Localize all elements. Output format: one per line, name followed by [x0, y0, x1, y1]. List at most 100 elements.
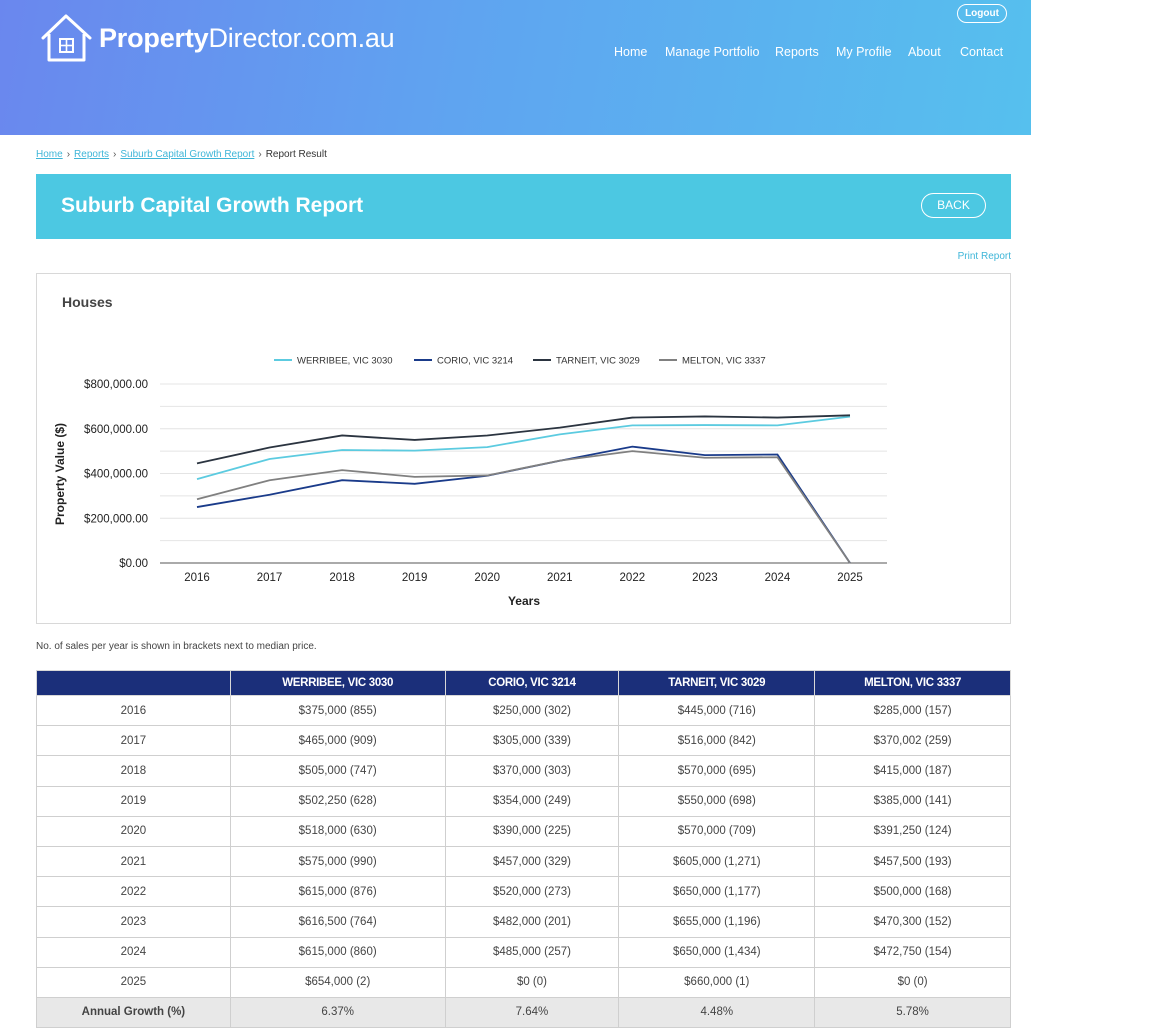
table-cell: $250,000 (302) — [444, 694, 620, 727]
table-cell: 2017 — [36, 725, 231, 757]
table-header-row: WERRIBEE, VIC 3030 CORIO, VIC 3214 TARNE… — [36, 670, 1011, 696]
chart-panel: Houses WERRIBEE, VIC 3030 CORIO, VIC 3214… — [36, 273, 1011, 624]
table-cell: 2019 — [36, 785, 231, 817]
table-cell: $516,000 (842) — [618, 725, 816, 757]
table-cell: 4.48% — [618, 996, 816, 1029]
y-tick-label: $200,000.00 — [84, 513, 148, 525]
line-chart: Houses WERRIBEE, VIC 3030 CORIO, VIC 3214… — [53, 294, 887, 608]
table-cell: Annual Growth (%) — [36, 996, 231, 1029]
table-cell: $375,000 (855) — [229, 694, 446, 727]
breadcrumb-reports[interactable]: Reports — [74, 149, 110, 160]
brand-name: PropertyDirector.com.au — [99, 22, 395, 53]
table-cell: $518,000 (630) — [229, 815, 446, 847]
nav-contact[interactable]: Contact — [960, 45, 1004, 59]
x-tick-label: 2017 — [257, 572, 283, 584]
table-cell: $472,750 (154) — [814, 936, 1011, 968]
table-row: 2017 $465,000 (909) $305,000 (339) $516,000… — [36, 725, 1011, 757]
table-cell: $470,300 (152) — [814, 906, 1011, 938]
table-cell: 2016 — [36, 694, 231, 727]
nav-reports[interactable]: Reports — [775, 45, 819, 59]
table-cell: 2023 — [36, 906, 231, 938]
table-cell: $500,000 (168) — [814, 876, 1011, 908]
x-tick-label: 2016 — [184, 572, 210, 584]
table-cell: $570,000 (695) — [618, 755, 816, 787]
table-cell: $0 (0) — [814, 966, 1011, 998]
y-tick-label: $400,000.00 — [84, 469, 148, 481]
table-cell: $385,000 (141) — [814, 785, 1011, 817]
table-cell: 2021 — [36, 845, 231, 878]
chart-title: Houses — [62, 294, 113, 310]
x-tick-label: 2024 — [765, 572, 791, 584]
table-cell: $502,250 (628) — [229, 785, 446, 817]
table-cell: $445,000 (716) — [618, 694, 816, 727]
x-tick-label: 2020 — [474, 572, 500, 584]
table-cell: $505,000 (747) — [229, 755, 446, 787]
nav-manage-portfolio[interactable]: Manage Portfolio — [665, 45, 760, 59]
x-tick-label: 2022 — [620, 572, 646, 584]
logout-button[interactable]: Logout — [957, 4, 1007, 23]
table-cell: $370,002 (259) — [814, 725, 1011, 757]
table-cell: $305,000 (339) — [444, 725, 620, 757]
nav-home[interactable]: Home — [614, 45, 648, 59]
table-cell: $390,000 (225) — [444, 815, 620, 847]
table-cell: $650,000 (1,434) — [618, 936, 816, 968]
table-cell: $570,000 (709) — [618, 815, 816, 847]
growth-table: WERRIBEE, VIC 3030 CORIO, VIC 3214 TARNE… — [36, 670, 1011, 1029]
breadcrumb-suburb-report[interactable]: Suburb Capital Growth Report — [120, 149, 255, 160]
table-cell: $465,000 (909) — [229, 725, 446, 757]
site-logo[interactable]: PropertyDirector.com.au — [40, 13, 395, 63]
table-cell: 2024 — [36, 936, 231, 968]
x-axis-label: Years — [508, 594, 540, 608]
legend-item[interactable]: MELTON, VIC 3337 — [659, 356, 766, 367]
table-header-cell: MELTON, VIC 3337 — [814, 670, 1011, 696]
table-row: 2024 $615,000 (860) $485,000 (257) $650,000… — [36, 936, 1011, 968]
y-tick-label: $800,000.00 — [84, 379, 148, 391]
y-tick-label: $600,000.00 — [84, 424, 148, 436]
nav-about[interactable]: About — [908, 45, 941, 59]
series-line — [196, 415, 851, 480]
table-cell: $370,000 (303) — [444, 755, 620, 787]
table-cell: $605,000 (1,271) — [618, 845, 816, 878]
x-tick-label: 2018 — [329, 572, 355, 584]
table-cell: 2020 — [36, 815, 231, 847]
table-cell: $575,000 (990) — [229, 845, 446, 878]
legend-item[interactable]: CORIO, VIC 3214 — [414, 356, 513, 367]
chevron-right-icon: › — [113, 149, 117, 160]
table-cell: $520,000 (273) — [444, 876, 620, 908]
site-header: PropertyDirector.com.au Logout Home Mana… — [0, 0, 1031, 135]
table-cell: 2018 — [36, 755, 231, 787]
table-row: 2019 $502,250 (628) $354,000 (249) $550,000… — [36, 785, 1011, 817]
series-line — [196, 445, 851, 564]
table-cell: $482,000 (201) — [444, 906, 620, 938]
table-cell: $655,000 (1,196) — [618, 906, 816, 938]
breadcrumb-home[interactable]: Home — [36, 149, 63, 160]
legend-label: TARNEIT, VIC 3029 — [556, 356, 640, 367]
table-header-cell: WERRIBEE, VIC 3030 — [229, 670, 446, 696]
table-cell: $616,500 (764) — [229, 906, 446, 938]
table-row: 2022 $615,000 (876) $520,000 (273) $650,000… — [36, 876, 1011, 908]
print-report-link[interactable]: Print Report — [957, 251, 1011, 262]
x-tick-label: 2023 — [692, 572, 718, 584]
legend-label: MELTON, VIC 3337 — [682, 356, 766, 367]
table-cell: 6.37% — [229, 996, 446, 1029]
table-cell: $415,000 (187) — [814, 755, 1011, 787]
legend-label: WERRIBEE, VIC 3030 — [297, 356, 393, 367]
table-header-cell — [36, 670, 231, 696]
table-row: 2021 $575,000 (990) $457,000 (329) $605,000… — [36, 845, 1011, 878]
table-cell: $650,000 (1,177) — [618, 876, 816, 908]
back-button[interactable]: BACK — [921, 193, 986, 218]
legend-item[interactable]: TARNEIT, VIC 3029 — [533, 356, 640, 367]
x-tick-label: 2021 — [547, 572, 573, 584]
table-cell: 5.78% — [814, 996, 1011, 1029]
breadcrumb-current: Report Result — [265, 149, 327, 160]
table-cell: $615,000 (860) — [229, 936, 446, 968]
table-header-cell: CORIO, VIC 3214 — [444, 670, 620, 696]
table-cell: $660,000 (1) — [618, 966, 816, 998]
table-row: 2020 $518,000 (630) $390,000 (225) $570,000… — [36, 815, 1011, 847]
house-logo-icon — [41, 14, 92, 62]
chevron-right-icon: › — [66, 149, 71, 160]
table-cell: $550,000 (698) — [618, 785, 816, 817]
legend-item[interactable]: WERRIBEE, VIC 3030 — [274, 356, 393, 367]
legend-label: CORIO, VIC 3214 — [437, 356, 513, 367]
nav-my-profile[interactable]: My Profile — [836, 45, 892, 59]
